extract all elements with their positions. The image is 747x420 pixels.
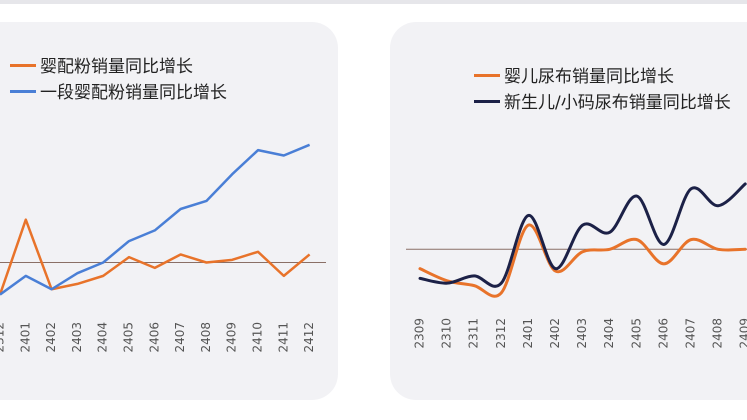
x-tick-label-left: 2412 [302,322,316,353]
legend-swatch-newborn-diapers [474,100,500,103]
x-tick-label-left: 2409 [225,322,239,353]
legend-label-newborn-diapers: 新生儿/小码尿布销量同比增长 [504,93,731,113]
x-tick-label-right: 2406 [656,318,670,349]
x-tick-label-right: 2409 [738,318,747,349]
x-tick-label-left: 2406 [147,322,161,353]
x-tick-label-left: 2401 [18,322,32,353]
legend-swatch-formula [10,64,36,67]
x-tick-label-left: 2408 [199,322,213,353]
line-chart-right: 2309 2310 2311 2312 2401 2402 2403 2404 2405 2406… [406,182,747,349]
series-line-right-0 [418,223,747,298]
x-tick-label-left: 2402 [44,322,58,353]
x-tick-label-right: 2403 [575,318,589,349]
x-tick-label-left: 2411 [276,322,290,353]
x-tick-label-left: 2410 [251,322,265,353]
x-tick-label-right: 2405 [629,318,643,349]
x-tick-label-left: 2312 [0,322,7,353]
x-tick-label-right: 2311 [467,318,481,349]
x-tick-label-right: 2310 [440,318,454,349]
x-tick-label-right: 2402 [548,318,562,349]
x-tick-label-right: 2309 [413,318,427,349]
x-tick-label-right: 2404 [602,318,616,349]
x-tick-label-left: 2403 [70,322,84,353]
chart-panel-right: 婴儿尿布销量同比增长 新生儿/小码尿布销量同比增长 2309 2310 2311 23… [390,22,747,400]
series-line-right-1 [418,182,747,288]
x-tick-label-right: 2401 [521,318,535,349]
legend-label-diapers: 婴儿尿布销量同比增长 [504,67,674,87]
x-tick-label-right: 2407 [684,318,698,349]
x-tick-label-left: 2405 [122,322,136,353]
x-tick-label-left: 2404 [96,322,110,353]
legend-swatch-diapers [474,74,500,77]
line-chart-left: 2312 2401 2402 2403 2404 2405 2406 2407 2408 2409… [0,143,326,353]
legend-swatch-stage1-formula [10,90,36,93]
x-tick-label-right: 2408 [711,318,725,349]
legend-label-formula: 婴配粉销量同比增长 [40,57,193,77]
top-bar [0,0,747,4]
x-tick-label-right: 2312 [494,318,508,349]
legend-label-stage1-formula: 一段婴配粉销量同比增长 [40,83,227,103]
chart-panel-left: 婴配粉销量同比增长 一段婴配粉销量同比增长 2312 2401 2402 2403 24… [0,22,338,400]
x-tick-label-left: 2407 [173,322,187,353]
